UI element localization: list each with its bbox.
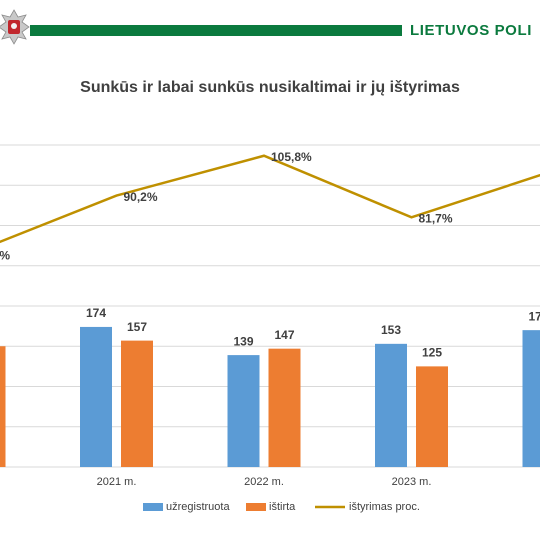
data-label: 170	[528, 309, 540, 323]
bar	[416, 366, 448, 467]
data-label: 157	[127, 320, 147, 334]
police-emblem	[0, 9, 30, 45]
header-title: LIETUVOS POLI	[410, 22, 532, 39]
emblem-knight	[11, 23, 17, 29]
bar	[522, 330, 540, 467]
legend-swatch	[246, 503, 266, 511]
header-bar	[30, 25, 402, 36]
data-label: 81,7%	[419, 211, 453, 225]
bar	[268, 348, 301, 467]
bar	[121, 340, 153, 467]
bar	[80, 326, 112, 467]
bar	[227, 355, 260, 467]
x-tick-label: 2023 m.	[392, 476, 432, 488]
x-tick-label: 2022 m.	[244, 476, 284, 488]
data-label: 139	[233, 334, 253, 348]
chart-title: Sunkūs ir labai sunkūs nusikaltimai ir j…	[80, 79, 460, 96]
x-tick-label: 2021 m.	[97, 476, 137, 488]
bar	[0, 346, 6, 467]
bar	[375, 343, 407, 467]
legend-label: užregistruota	[166, 501, 230, 513]
data-label: 125	[422, 346, 442, 360]
data-label: 174	[86, 306, 106, 320]
data-label: 153	[381, 323, 401, 337]
legend: užregistruota ištirta ištyrimas proc.	[143, 501, 420, 513]
legend-swatch	[143, 503, 163, 511]
data-label: 67,3%	[0, 248, 10, 262]
legend-label: ištyrimas proc.	[349, 501, 420, 513]
data-label: 147	[274, 328, 294, 342]
line	[0, 154, 540, 244]
data-label: 90,2%	[124, 190, 158, 204]
data-label: 105,8%	[271, 150, 312, 164]
legend-label: ištirta	[269, 501, 296, 513]
